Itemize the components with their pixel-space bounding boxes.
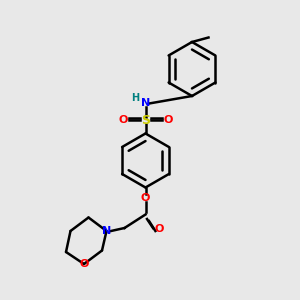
- Text: O: O: [141, 193, 150, 203]
- Text: O: O: [118, 115, 128, 125]
- Text: N: N: [141, 98, 150, 109]
- Text: H: H: [131, 93, 139, 103]
- Text: S: S: [141, 113, 150, 127]
- Text: N: N: [102, 226, 111, 236]
- Text: O: O: [154, 224, 164, 235]
- Text: O: O: [163, 115, 173, 125]
- Text: O: O: [79, 259, 89, 269]
